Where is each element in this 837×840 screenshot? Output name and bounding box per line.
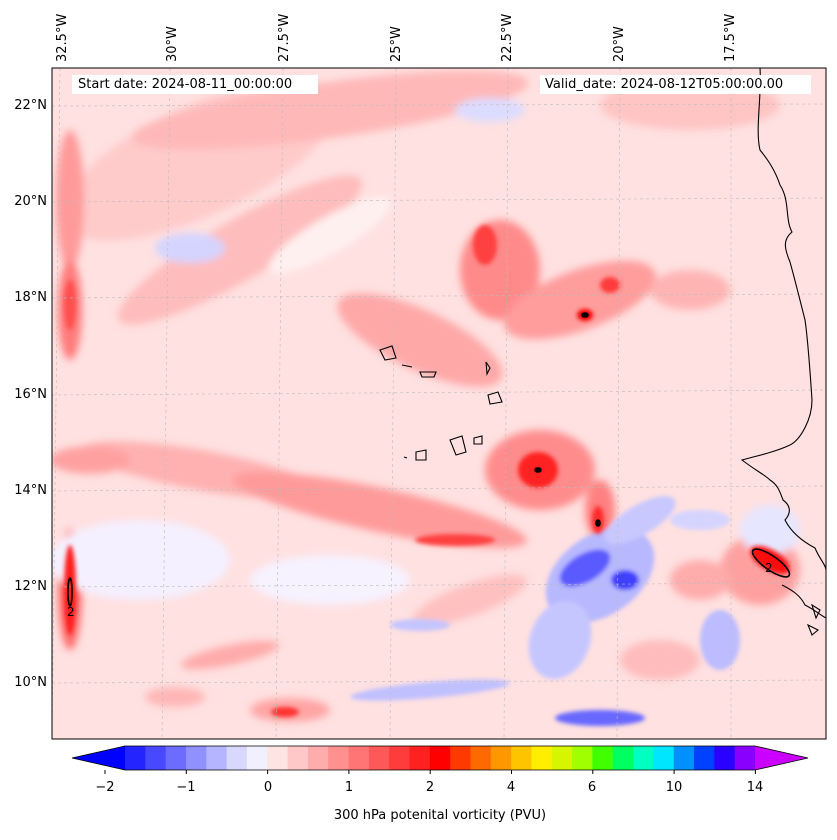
colorbar-swatch <box>633 746 654 770</box>
contour-label-east: 2 <box>765 561 773 575</box>
colorbar-tick-label: −1 <box>176 780 196 795</box>
colorbar-swatch <box>185 746 207 770</box>
lon-label: 20°W <box>612 26 627 62</box>
colorbar-tick-label: 1 <box>344 780 354 795</box>
island-sao-nicolau <box>419 371 437 378</box>
colorbar-swatch <box>307 746 329 770</box>
map-frame <box>51 67 827 740</box>
colorbar-tick-label: 14 <box>746 780 764 795</box>
colorbar-extend-min <box>72 746 125 770</box>
africa-coast <box>740 68 826 571</box>
island-maio <box>473 435 483 445</box>
lat-label: 10°N <box>14 675 47 690</box>
island-sao-vicente <box>401 364 413 368</box>
colorbar-swatch <box>389 746 411 770</box>
start-date-label: Start date: 2024-08-11_00:00:00 <box>72 75 318 94</box>
negative-pv-region <box>350 496 740 726</box>
island-santiago <box>449 435 467 456</box>
contour-core-a <box>581 312 589 318</box>
island-sal <box>485 361 491 377</box>
island-bissagos-2 <box>806 623 819 636</box>
lon-label: 32.5°W <box>55 13 70 62</box>
colorbar-title: 300 hPa potenital vorticity (PVU) <box>333 808 547 823</box>
colorbar-tick-label: 2 <box>425 780 435 795</box>
lat-label: 20°N <box>14 194 47 209</box>
colorbar-swatch <box>673 746 695 770</box>
colorbar-swatch <box>734 746 756 770</box>
contour-2pvu-west <box>67 577 73 607</box>
colorbar-tick-label: 10 <box>665 780 683 795</box>
coastline <box>379 68 826 636</box>
island-santo-antao <box>379 345 397 361</box>
gridlines <box>52 68 826 739</box>
lon-label: 27.5°W <box>277 13 292 62</box>
colorbar-swatch <box>145 746 167 770</box>
colorbar-swatch <box>267 746 289 770</box>
colorbar-tick-label: 6 <box>587 780 597 795</box>
lon-label: 22.5°W <box>500 13 515 62</box>
lat-label: 16°N <box>14 387 47 402</box>
island-brava <box>403 456 408 459</box>
lat-label: 12°N <box>14 579 47 594</box>
colorbar-swatch <box>206 746 228 770</box>
map-field: 2 2 <box>52 68 826 739</box>
colorbar-swatch <box>287 746 309 770</box>
colorbar-swatch <box>165 746 187 770</box>
colorbar-swatch <box>511 746 532 770</box>
colorbar-swatch <box>653 746 675 770</box>
colorbar-outline <box>71 745 809 771</box>
colorbar-tick-label: 0 <box>263 780 273 795</box>
island-boa-vista <box>487 391 503 405</box>
colorbar-swatch <box>592 746 614 770</box>
colorbar-swatch <box>714 746 736 770</box>
colorbar-swatch <box>531 746 553 770</box>
colorbar-extend-max <box>755 746 808 770</box>
colorbar-swatch <box>226 746 248 770</box>
colorbar-swatch <box>429 746 451 770</box>
colorbar-swatch <box>470 746 492 770</box>
colorbar-swatch <box>125 746 146 770</box>
contour-core-b <box>534 467 542 473</box>
lon-label: 17.5°W <box>723 13 738 62</box>
colorbar-swatch <box>450 746 471 770</box>
colorbar-swatch <box>409 746 431 770</box>
lon-label: 25°W <box>389 26 404 62</box>
lat-label: 22°N <box>14 98 47 113</box>
lon-label: 30°W <box>165 26 180 62</box>
colorbar-swatch <box>368 746 390 770</box>
contour-core-c <box>595 519 601 527</box>
colorbar-swatch <box>490 746 512 770</box>
colorbar-swatch <box>612 746 634 770</box>
colorbar-swatch <box>246 746 268 770</box>
contour-2pvu-east <box>751 548 791 578</box>
island-fogo <box>415 449 427 461</box>
guinea-coast <box>781 584 826 619</box>
colorbar <box>71 745 809 774</box>
colorbar-swatch <box>694 746 715 770</box>
valid-date-label: Valid_date: 2024-08-12T05:00:00.00 <box>540 75 811 94</box>
high-pv-cores <box>64 225 790 717</box>
colorbar-tick-label: −2 <box>95 780 115 795</box>
colorbar-swatch <box>328 746 350 770</box>
lat-label: 18°N <box>14 290 47 305</box>
colorbar-tick-label: 4 <box>506 780 516 795</box>
island-bissagos <box>811 603 821 620</box>
colorbar-swatch <box>348 746 370 770</box>
colorbar-swatch <box>572 746 593 770</box>
colorbar-swatch <box>551 746 573 770</box>
pv-contours <box>67 312 791 607</box>
lat-label: 14°N <box>14 483 47 498</box>
contour-label-west: 2 <box>67 605 75 619</box>
